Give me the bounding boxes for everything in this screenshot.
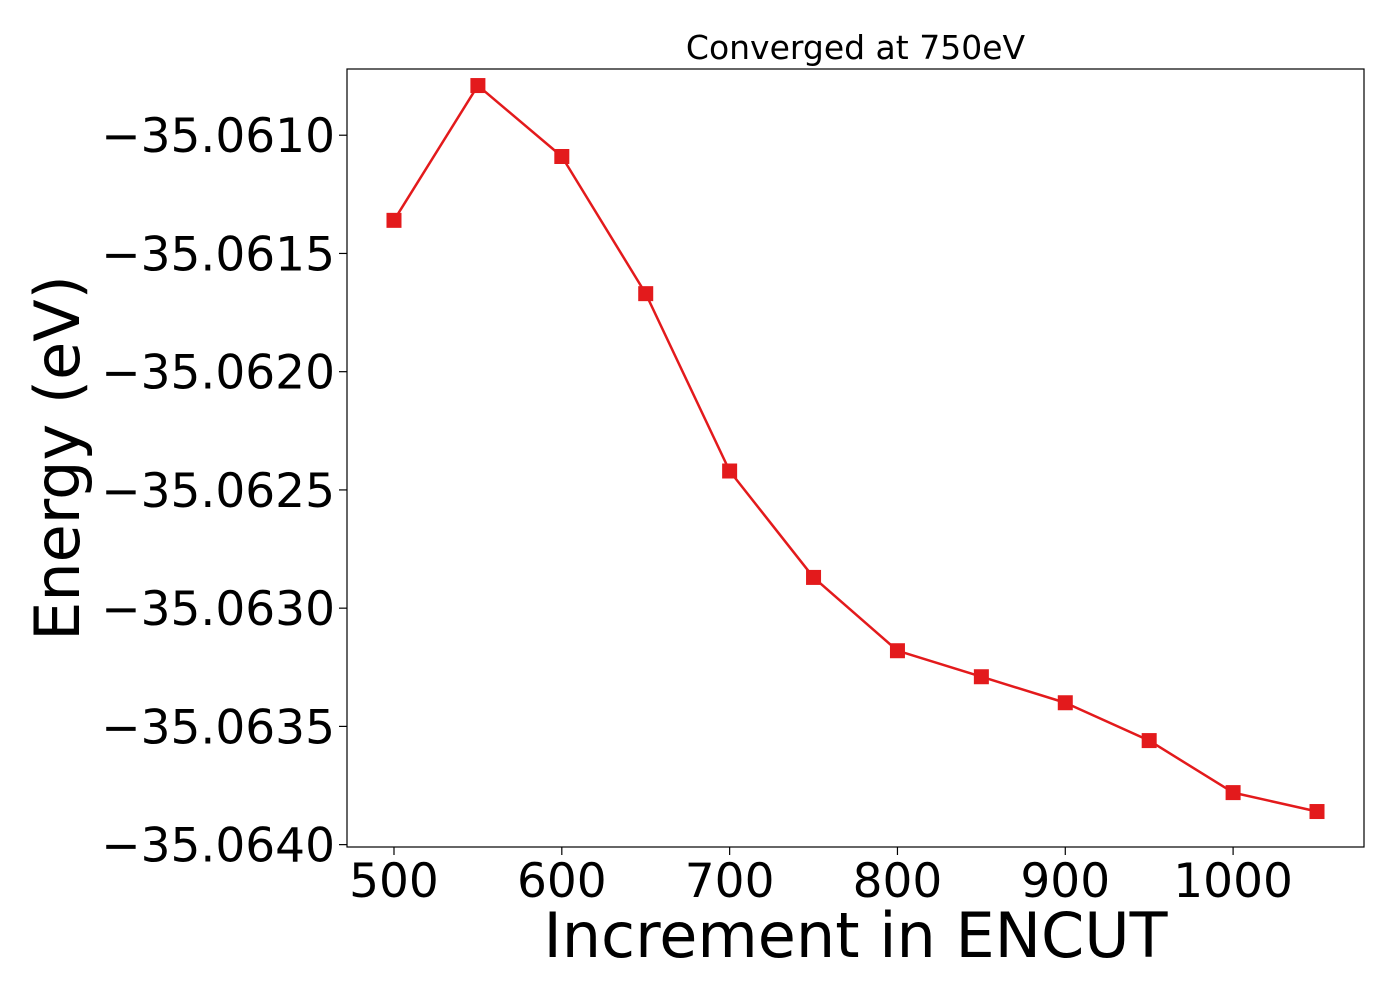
data-point-marker [1141,733,1157,749]
data-point-marker [386,212,402,228]
x-axis-ticks: 500 600 700 800 900 1000 [349,847,1293,909]
data-point-marker [470,78,486,94]
series-layer [386,78,1325,820]
chart-title: Converged at 750eV [686,28,1026,67]
y-tick-label: −35.0610 [101,109,335,164]
x-tick-label: 1000 [1173,854,1293,909]
x-tick-label: 600 [517,854,607,909]
x-tick-label: 700 [685,854,775,909]
x-tick-label: 900 [1020,854,1110,909]
data-point-marker [722,463,738,479]
y-tick-label: −35.0615 [101,227,335,282]
data-point-marker [1309,804,1325,820]
data-point-marker [806,569,822,585]
x-tick-label: 500 [349,854,439,909]
plot-frame [346,68,1365,848]
data-point-marker [1057,695,1073,711]
y-tick-label: −35.0635 [101,700,335,755]
data-point-marker [973,669,989,685]
x-axis-label: Increment in ENCUT [543,899,1168,972]
y-tick-label: −35.0620 [101,346,335,401]
y-axis-ticks: −35.0610 −35.0615 −35.0620 −35.0625 −35.0630… [101,109,347,874]
data-point-marker [554,148,570,164]
y-tick-label: −35.0640 [101,819,335,874]
data-point-marker [638,286,654,302]
y-tick-label: −35.0625 [101,464,335,519]
x-tick-label: 800 [853,854,943,909]
data-point-marker [1225,785,1241,801]
y-axis-label: Energy (eV) [21,275,94,641]
y-tick-label: −35.0630 [101,582,335,637]
data-point-marker [889,643,905,659]
series-line [392,84,1318,813]
